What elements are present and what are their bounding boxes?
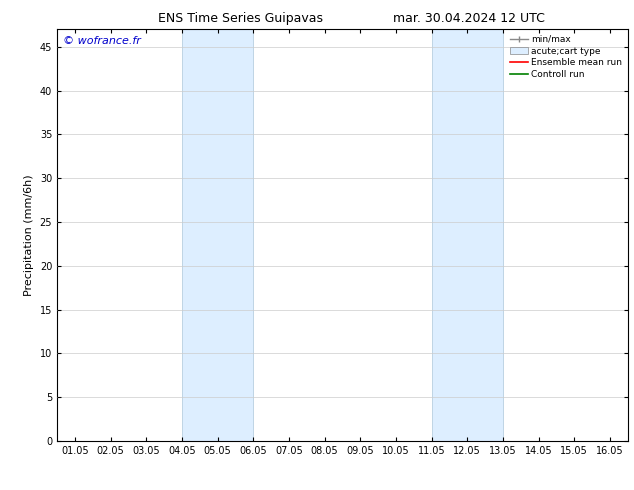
Text: mar. 30.04.2024 12 UTC: mar. 30.04.2024 12 UTC	[393, 12, 545, 25]
Text: © wofrance.fr: © wofrance.fr	[63, 36, 141, 46]
Bar	[182, 29, 253, 441]
Bar	[432, 29, 503, 441]
Legend: min/max, acute;cart type, Ensemble mean run, Controll run: min/max, acute;cart type, Ensemble mean …	[506, 31, 626, 82]
Y-axis label: Precipitation (mm/6h): Precipitation (mm/6h)	[24, 174, 34, 296]
Text: ENS Time Series Guipavas: ENS Time Series Guipavas	[158, 12, 323, 25]
